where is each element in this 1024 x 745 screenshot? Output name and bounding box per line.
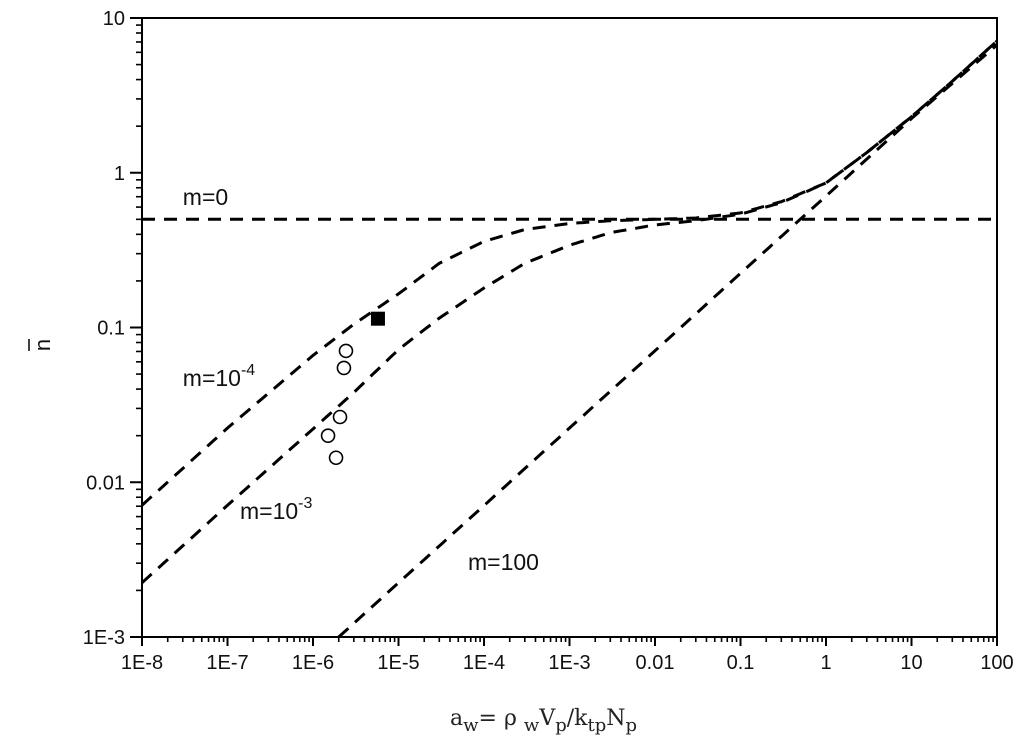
open-circle-marker bbox=[338, 343, 354, 359]
data-markers bbox=[320, 311, 385, 466]
x-tick-label: 100 bbox=[980, 652, 1013, 674]
curve-label: m=10-3 bbox=[240, 495, 313, 524]
curve-label: m=10-4 bbox=[183, 362, 256, 391]
x-tick-label: 1E-8 bbox=[121, 652, 163, 674]
x-tick-label: 10 bbox=[900, 652, 922, 674]
open-circle-marker bbox=[336, 360, 352, 376]
y-tick-label: 1 bbox=[114, 163, 125, 185]
filled-square-marker bbox=[370, 311, 385, 326]
y-tick-label: 1E-3 bbox=[83, 627, 125, 649]
open-circle-marker bbox=[332, 409, 348, 425]
curve-label: m=100 bbox=[468, 549, 539, 575]
x-tick-label: 1E-6 bbox=[292, 652, 334, 674]
x-tick-label: 1 bbox=[820, 652, 831, 674]
y-tick-label: 0.1 bbox=[97, 318, 125, 340]
curves bbox=[142, 39, 997, 637]
x-tick-label: 1E-5 bbox=[377, 652, 419, 674]
x-tick-label: 1E-7 bbox=[206, 652, 248, 674]
plot-border bbox=[141, 17, 998, 638]
y-tick-label: 10 bbox=[103, 8, 125, 30]
y-axis-label: n bbox=[28, 339, 55, 351]
curve-labels: m=0 m=10-4 m=10-3 m=100 bbox=[183, 184, 539, 575]
plot-frame bbox=[141, 17, 998, 638]
x-tick-label: 1E-3 bbox=[548, 652, 590, 674]
curve-label: m=0 bbox=[183, 184, 228, 210]
curve-m-10-3 bbox=[142, 39, 997, 584]
y-axis: 1E-3 0.01 0.1 1 10 bbox=[83, 8, 142, 649]
open-circle-marker bbox=[328, 450, 344, 466]
curve-m-100 bbox=[337, 43, 997, 637]
open-circle-marker bbox=[320, 428, 336, 443]
x-axis-label: aw= ρ wVp/ktpNp bbox=[450, 706, 637, 736]
x-axis: 1E-8 1E-7 1E-6 1E-5 1E-4 1E-3 0.01 0.1 1 10 100 bbox=[121, 637, 1014, 674]
x-tick-label: 0.01 bbox=[636, 652, 675, 674]
y-axis-label-n: n bbox=[30, 339, 55, 351]
x-tick-label: 1E-4 bbox=[463, 652, 505, 674]
x-tick-label: 0.1 bbox=[727, 652, 755, 674]
curve-m-10-4 bbox=[142, 39, 997, 507]
y-tick-label: 0.01 bbox=[86, 472, 125, 494]
